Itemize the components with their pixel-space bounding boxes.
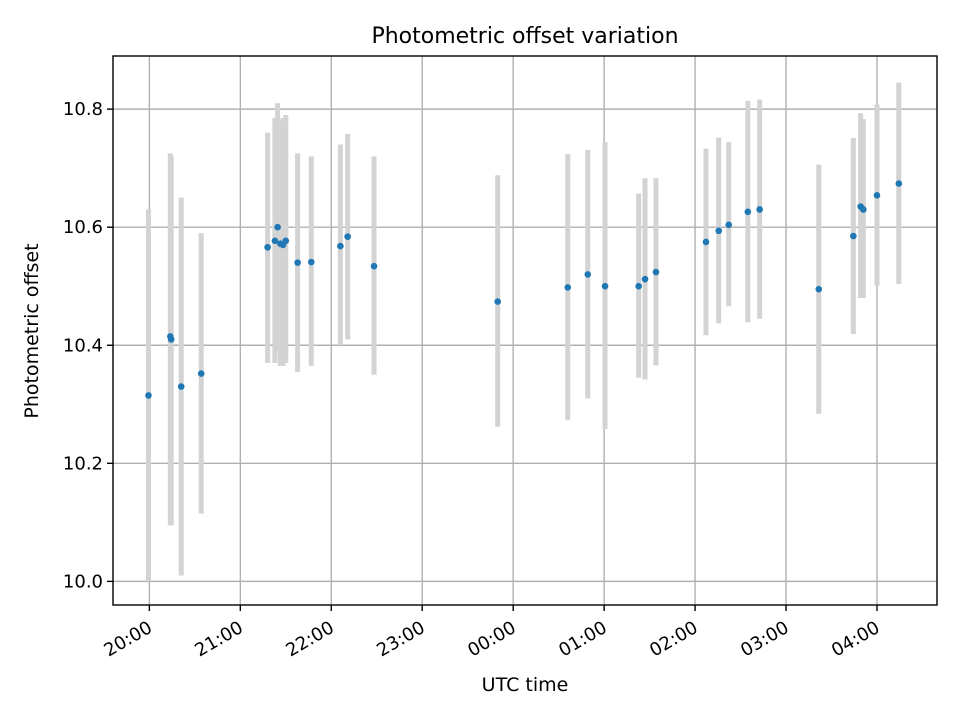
data-point: [850, 232, 857, 240]
data-point: [641, 275, 649, 283]
data-point: [895, 180, 903, 187]
y-tick-label: 10.0: [63, 571, 103, 592]
data-point: [635, 282, 642, 290]
data-point: [370, 262, 378, 270]
data-point: [337, 242, 344, 250]
data-point: [584, 271, 592, 278]
y-tick-label: 10.8: [63, 99, 103, 120]
y-axis-label: Photometric offset: [21, 243, 43, 418]
data-point: [145, 392, 152, 399]
chart-title: Photometric offset variation: [371, 24, 678, 49]
data-point: [264, 243, 271, 251]
data-point: [815, 285, 823, 293]
data-point: [873, 192, 881, 199]
data-point: [197, 370, 205, 377]
y-tick-label: 10.6: [63, 217, 103, 238]
data-point: [344, 233, 351, 240]
data-point: [177, 383, 185, 390]
data-point: [271, 237, 279, 245]
y-axis-ticks: 10.0 10.2 10.4 10.6 10.8: [63, 99, 113, 592]
data-point: [294, 259, 301, 266]
y-tick-label: 10.2: [63, 453, 103, 474]
data-point: [167, 336, 175, 343]
data-point: [744, 208, 752, 216]
data-point: [652, 268, 660, 276]
data-point: [601, 282, 609, 290]
data-point: [725, 221, 733, 229]
data-point: [860, 206, 867, 213]
data-point: [756, 206, 763, 213]
y-tick-label: 10.4: [63, 335, 103, 356]
data-point: [274, 223, 281, 231]
data-point: [307, 258, 315, 266]
x-axis-label: UTC time: [482, 674, 569, 696]
plot-frame: [112, 55, 938, 606]
data-point: [564, 284, 572, 291]
data-point: [702, 238, 710, 246]
data-point: [715, 227, 723, 235]
point-layer: [145, 180, 903, 399]
data-point: [494, 298, 502, 305]
data-point: [282, 237, 290, 245]
